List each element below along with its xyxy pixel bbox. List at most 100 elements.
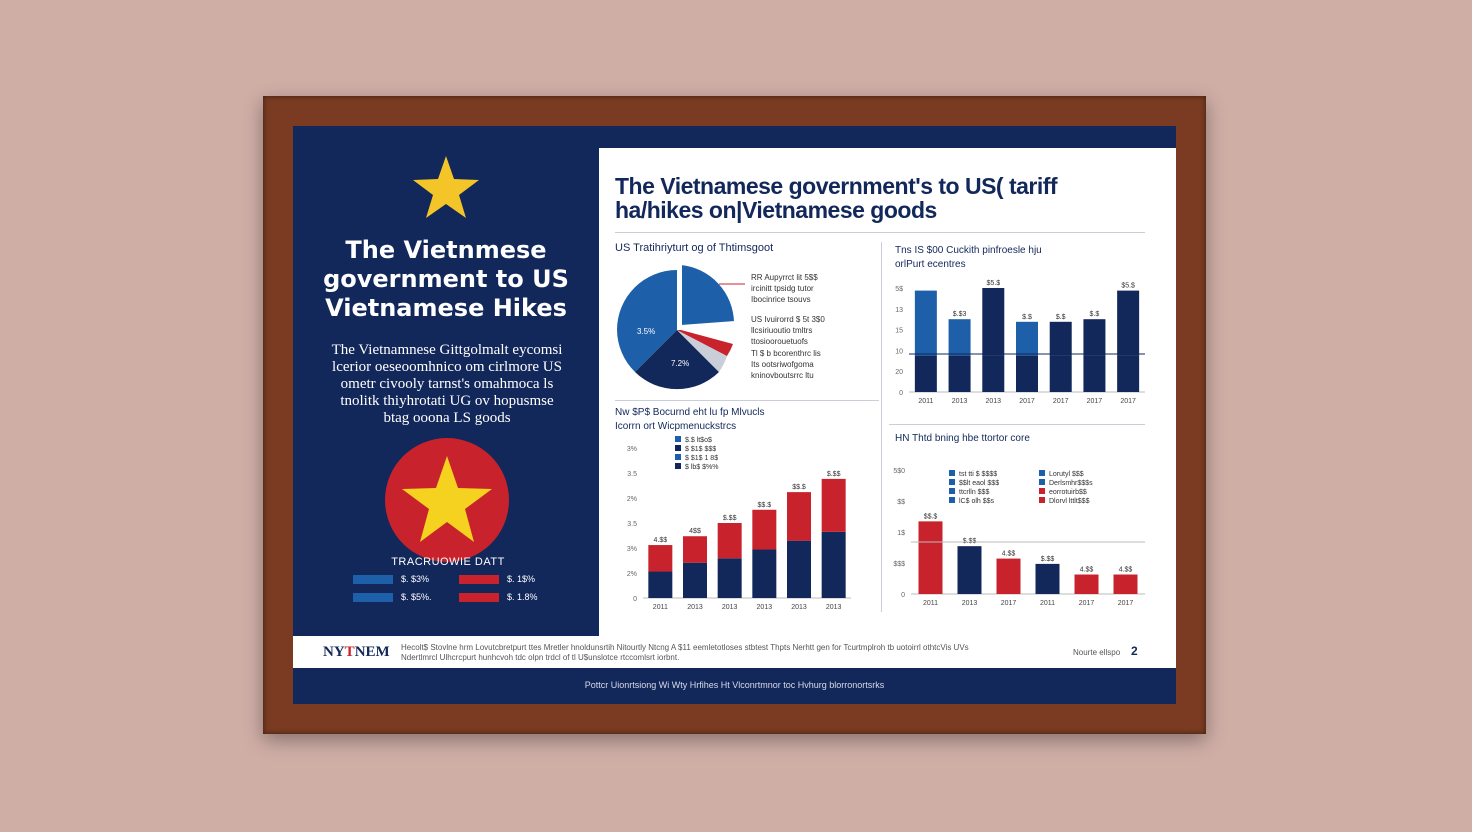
x-tick-label: 2011 bbox=[923, 600, 938, 607]
bar-data-label: $.$$ bbox=[1041, 556, 1055, 563]
page-number: 2 bbox=[1131, 644, 1138, 658]
bar-segment bbox=[914, 290, 937, 356]
x-tick-label: 2017 bbox=[1079, 600, 1095, 607]
x-tick-label: 2017 bbox=[1019, 398, 1035, 404]
bar-data-label: 4.$$ bbox=[654, 537, 668, 544]
bar-data-label: 4.$$ bbox=[1080, 567, 1094, 574]
chart-b: 3% 3.5 2% 3.5 3% 2% 0 4.$$ 2011 4$$ 2013 $.$$ 2013 $$… bbox=[627, 436, 851, 611]
left-title-line: Vietnamese Hikes bbox=[325, 294, 567, 322]
left-section-divider bbox=[615, 400, 879, 401]
bar-data-label: $.$ bbox=[1090, 311, 1100, 318]
footer-bar: NYTNEM Hecolt$ Stovlne hrm Lovutcbretpur… bbox=[293, 636, 1176, 668]
legend-swatch bbox=[459, 592, 499, 602]
chart-a: 5$ 13 15 10 20 0 2011 $.$3 2013 $5.$ 2013 $.$ 2017 $.… bbox=[895, 280, 1145, 404]
bar-segment bbox=[648, 545, 673, 572]
y-tick-label: 13 bbox=[895, 307, 903, 314]
left-body-text: The Vietnamnese Gittgolmalt eycomsi lcer… bbox=[315, 342, 579, 427]
legend-swatch bbox=[949, 488, 955, 494]
footer-caption: Pottcr Uionrtsiong Wi Wty Hrfihes Ht Vlc… bbox=[584, 680, 885, 690]
x-tick-label: 2013 bbox=[722, 604, 738, 611]
bar-segment bbox=[717, 523, 742, 559]
bar-segment bbox=[1049, 355, 1072, 392]
bar-segment bbox=[982, 355, 1005, 392]
pie-annotation-1: RR Aupyrrct lit 5$$ ircinitt tpsidg tuto… bbox=[751, 272, 818, 305]
pie-annotation-line: ircinitt tpsidg tutor bbox=[751, 284, 814, 293]
x-tick-label: 2013 bbox=[985, 398, 1001, 404]
chart-a-title-line: Tns IS $00 Cuckith pinfroesle hju bbox=[895, 245, 1042, 256]
pie-chart: 3.5% 7.2% bbox=[617, 262, 745, 390]
y-tick-label: 3% bbox=[627, 546, 637, 553]
bar-segment bbox=[996, 558, 1021, 594]
legend-label: Lorutyl $$$ bbox=[1049, 471, 1084, 478]
x-tick-label: 2017 bbox=[1120, 398, 1136, 404]
logo-part: NEM bbox=[354, 644, 390, 660]
footer-logo: NYTNEM bbox=[323, 644, 390, 661]
main-title-line: The Vietnamese government's to US( tarif… bbox=[615, 173, 1058, 199]
bar-segment bbox=[1083, 355, 1106, 392]
legend-swatch bbox=[675, 436, 681, 442]
y-tick-label: 2% bbox=[627, 571, 637, 578]
bar-segment bbox=[1035, 563, 1060, 594]
chart-c-title: HN Thtd bning hbe ttortor core bbox=[895, 433, 1030, 444]
bar-segment bbox=[914, 355, 937, 392]
legend-label: $ $1$ 1 8$ bbox=[685, 455, 718, 462]
y-tick-label: 5$ bbox=[895, 286, 903, 293]
legend-item: $. 1.8% bbox=[459, 592, 538, 602]
bar-segment bbox=[1083, 319, 1106, 356]
legend-label: $. $5%. bbox=[401, 592, 432, 602]
bar-segment bbox=[1016, 355, 1038, 392]
chart-b-subtitle: Icorrn ort Wicpmenuckstrcs bbox=[615, 421, 737, 432]
pie-annotation-line: US Ivuirorrd $ 5t 3$0 bbox=[751, 315, 825, 324]
pie-slice-grey bbox=[677, 330, 727, 372]
pie-slice-blue bbox=[617, 270, 677, 372]
pie-label-blue: 3.5% bbox=[637, 327, 655, 336]
legend-swatch bbox=[1039, 497, 1045, 503]
bar-segment bbox=[982, 288, 1005, 356]
legend-label: lC$ olh $$s bbox=[959, 498, 995, 505]
left-body-line: lcerior oeseoomhnico om cirlmore US bbox=[332, 359, 562, 375]
right-section-divider bbox=[889, 424, 1145, 425]
legend-label: $ $1$ $$$ bbox=[685, 446, 716, 453]
pie-panel-title: US Tratihriyturt og of Thtimsgoot bbox=[615, 242, 774, 254]
chart-a-subtitle: orlPurt ecentres bbox=[895, 259, 966, 270]
legend-label: ttcrlln $$$ bbox=[959, 489, 989, 496]
legend-swatch bbox=[459, 574, 499, 584]
legend-swatch bbox=[1039, 470, 1045, 476]
bar-data-label: 4$$ bbox=[689, 528, 701, 535]
legend-swatch bbox=[675, 463, 681, 469]
bar-segment bbox=[717, 558, 742, 598]
pie-annotation-line: ttosioorouetuofs bbox=[751, 337, 808, 346]
pie-slice-red bbox=[677, 330, 733, 356]
x-tick-label: 2013 bbox=[962, 600, 978, 607]
y-tick-label: 2% bbox=[627, 496, 637, 503]
pie-annotation-line: RR Aupyrrct lit 5$$ bbox=[751, 273, 818, 282]
bar-segment bbox=[821, 531, 846, 598]
footer-text-line: Ndertlmrcl Ulhcrcpurt hunhcvoh tdc olpn … bbox=[401, 653, 680, 662]
bar-segment bbox=[821, 478, 846, 532]
bar-data-label: $.$ bbox=[1056, 314, 1066, 321]
x-tick-label: 2013 bbox=[687, 604, 703, 611]
bar-segment bbox=[1016, 321, 1038, 356]
bar-segment bbox=[948, 355, 971, 392]
bar-data-label: 4.$$ bbox=[1002, 551, 1016, 558]
x-tick-label: 2017 bbox=[1118, 600, 1134, 607]
legend-label: $$lt eaol $$$ bbox=[959, 480, 999, 487]
left-title: The Vietnmese government to US Vietnames… bbox=[303, 236, 589, 323]
infographic-poster: The Vietnmese government to US Vietnames… bbox=[293, 126, 1176, 704]
pie-annotation-line: Ibocinrice tsouvs bbox=[751, 295, 811, 304]
pie-annotation-3: Tl $ b bcorenthrc lis Its ootsriwofgoma … bbox=[751, 348, 821, 381]
bar-data-label: 4.$$ bbox=[1119, 567, 1133, 574]
bar-data-label: $.$$ bbox=[827, 471, 841, 478]
left-title-line: government to US bbox=[323, 265, 569, 293]
bar-segment bbox=[683, 536, 707, 563]
y-tick-label: $$ bbox=[897, 499, 905, 506]
legend-item: $. $3% bbox=[353, 574, 429, 584]
right-panel: The Vietnamese government's to US( tarif… bbox=[599, 148, 1176, 636]
left-body-line: btag ooona LS goods bbox=[383, 410, 511, 426]
y-tick-label: 10 bbox=[895, 348, 903, 355]
footer-text-line: Hecolt$ Stovlne hrm Lovutcbretpurt ttes … bbox=[401, 643, 969, 652]
legend-item: $. $5%. bbox=[353, 592, 432, 602]
legend-item: $. 1$% bbox=[459, 574, 535, 584]
x-tick-label: 2013 bbox=[826, 604, 842, 611]
bar-data-label: $$.$ bbox=[924, 513, 938, 520]
